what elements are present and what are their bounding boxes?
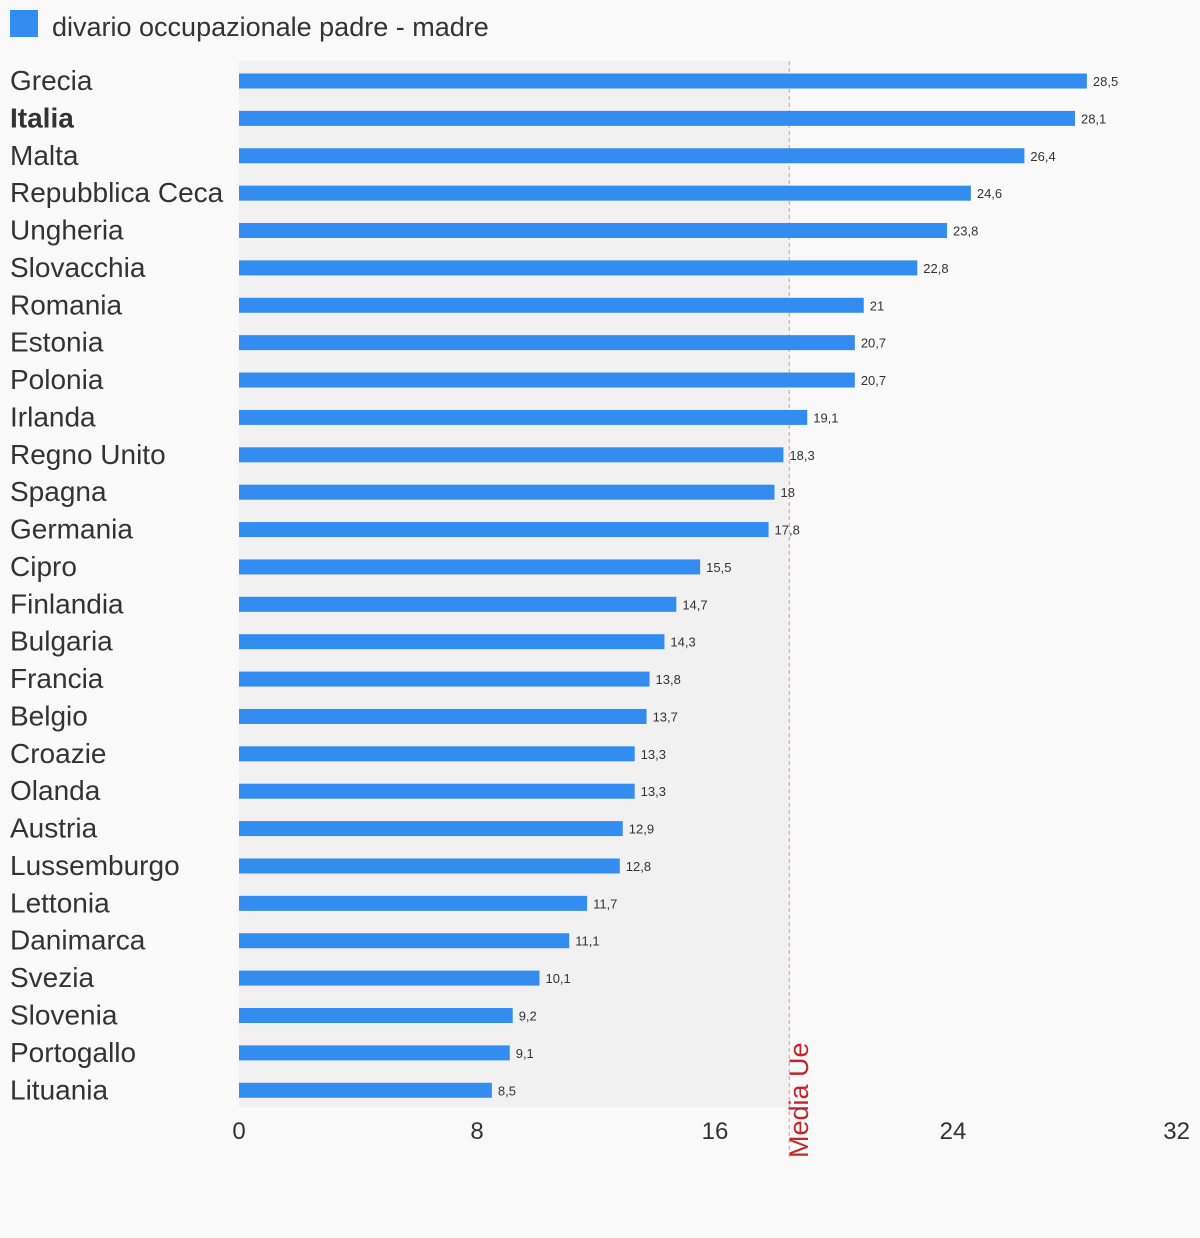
category-label: Austria	[10, 813, 98, 844]
category-label: Estonia	[10, 327, 104, 358]
value-label: 18	[781, 485, 795, 500]
value-label: 26,4	[1030, 149, 1055, 164]
bar	[239, 409, 808, 425]
x-tick-label: 0	[232, 1118, 245, 1145]
category-label: Lettonia	[10, 887, 110, 918]
value-label: 13,3	[641, 747, 666, 762]
category-label: Grecia	[10, 65, 93, 96]
bar	[239, 708, 647, 724]
category-label: Portogallo	[10, 1037, 136, 1068]
value-label: 12,9	[629, 822, 654, 837]
bar	[239, 1008, 513, 1023]
bar	[239, 746, 635, 762]
value-label: 28,1	[1081, 111, 1106, 126]
value-label: 13,8	[656, 672, 681, 687]
bar	[239, 821, 623, 837]
value-label: 8,5	[498, 1083, 516, 1098]
bar	[239, 484, 775, 500]
value-label: 11,1	[575, 934, 599, 949]
bar	[239, 634, 665, 650]
bar	[239, 372, 855, 388]
value-label: 20,7	[861, 373, 886, 388]
shaded-band	[239, 61, 790, 1107]
bar	[239, 185, 971, 201]
category-label: Lussemburgo	[10, 850, 180, 881]
category-label: Malta	[10, 140, 79, 171]
bar	[239, 447, 784, 463]
bar	[239, 1082, 492, 1098]
bar	[239, 895, 588, 911]
category-label: Repubblica Ceca	[10, 177, 224, 208]
reference-line-label: Media Ue	[784, 1042, 814, 1158]
value-label: 21	[870, 298, 884, 313]
value-label: 19,1	[813, 410, 838, 425]
value-label: 17,8	[775, 523, 800, 538]
bar	[239, 148, 1025, 164]
category-label: Slovacchia	[10, 252, 146, 283]
x-tick-label: 24	[940, 1118, 967, 1145]
value-label: 20,7	[861, 336, 886, 351]
category-label: Francia	[10, 663, 104, 694]
category-label: Finlandia	[10, 588, 124, 619]
bar	[239, 671, 650, 687]
bar	[239, 858, 620, 874]
category-label: Ungheria	[10, 215, 124, 246]
bar	[239, 335, 855, 351]
value-label: 14,3	[670, 635, 695, 650]
bar	[239, 73, 1087, 89]
bar	[239, 297, 864, 313]
category-label: Croazie	[10, 738, 106, 769]
legend-label: divario occupazionale padre - madre	[52, 12, 489, 42]
bar	[239, 596, 677, 612]
x-tick-label: 32	[1163, 1118, 1190, 1145]
bar	[239, 970, 540, 986]
legend-swatch	[10, 10, 38, 37]
category-label: Regno Unito	[10, 439, 166, 470]
bar	[239, 559, 701, 575]
bar	[239, 1045, 510, 1061]
value-label: 14,7	[682, 597, 707, 612]
value-label: 9,2	[519, 1009, 537, 1024]
value-label: 12,8	[626, 859, 651, 874]
value-label: 22,8	[923, 261, 948, 276]
x-tick-label: 16	[702, 1118, 729, 1145]
value-label: 13,7	[653, 709, 678, 724]
plot-area: Grecia 28,5 Italia 28,1 Malta 26,4 Repubblica …	[10, 61, 1190, 1160]
bar	[239, 933, 570, 949]
category-label: Svezia	[10, 962, 94, 993]
category-label: Cipro	[10, 551, 77, 582]
value-label: 11,7	[593, 896, 617, 911]
category-label: Lituania	[10, 1074, 109, 1105]
category-label: Irlanda	[10, 401, 96, 432]
category-label: Polonia	[10, 364, 104, 395]
x-tick-label: 8	[470, 1118, 483, 1145]
bar	[239, 260, 918, 276]
value-label: 23,8	[953, 224, 978, 239]
value-label: 28,5	[1093, 74, 1118, 89]
value-label: 13,3	[641, 784, 666, 799]
value-label: 24,6	[977, 186, 1002, 201]
category-label: Italia	[10, 102, 74, 133]
value-label: 10,1	[545, 971, 570, 986]
category-label: Danimarca	[10, 925, 146, 956]
category-label: Slovenia	[10, 1000, 118, 1031]
category-label: Belgio	[10, 700, 88, 731]
category-label: Olanda	[10, 775, 101, 806]
value-label: 15,5	[706, 560, 731, 575]
category-label: Bulgaria	[10, 626, 113, 657]
bar	[239, 522, 769, 538]
category-label: Spagna	[10, 476, 107, 507]
value-label: 18,3	[789, 448, 814, 463]
bar	[239, 223, 948, 239]
value-label: 9,1	[516, 1046, 534, 1061]
bar	[239, 110, 1075, 126]
category-label: Romania	[10, 289, 122, 320]
category-label: Germania	[10, 514, 133, 545]
bar	[239, 783, 635, 799]
